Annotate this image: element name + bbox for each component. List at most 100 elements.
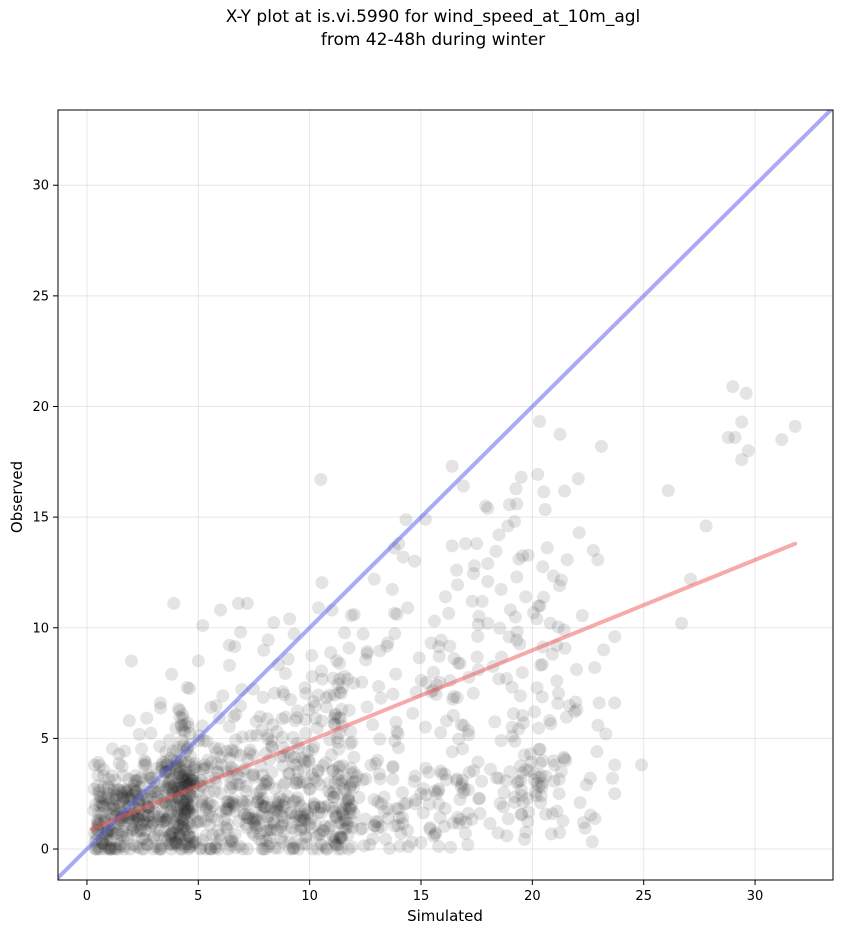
scatter-point — [335, 774, 349, 788]
scatter-point — [475, 594, 489, 608]
scatter-point — [326, 801, 340, 815]
scatter-point — [244, 729, 258, 743]
scatter-point — [222, 638, 236, 652]
scatter-point — [341, 820, 355, 834]
scatter-point — [494, 582, 508, 596]
scatter-point — [239, 817, 253, 831]
scatter-point — [282, 835, 296, 849]
scatter-point — [342, 792, 356, 806]
scatter-point — [319, 756, 333, 770]
scatter-point — [513, 637, 527, 651]
scatter-point — [532, 742, 546, 756]
scatter-point — [346, 815, 360, 829]
scatter-point — [369, 756, 383, 770]
scatter-point — [246, 768, 260, 782]
scatter-point — [466, 686, 480, 700]
scatter-point — [302, 817, 316, 831]
scatter-point — [266, 718, 280, 732]
scatter-point — [233, 839, 247, 853]
scatter-point — [227, 799, 241, 813]
scatter-point — [182, 772, 196, 786]
scatter-point — [257, 777, 271, 791]
scatter-point — [414, 787, 428, 801]
scatter-point — [246, 748, 260, 762]
scatter-point — [92, 807, 106, 821]
scatter-point — [522, 805, 536, 819]
scatter-point — [180, 801, 194, 815]
scatter-point — [171, 773, 185, 787]
scatter-point — [259, 801, 273, 815]
scatter-point — [164, 805, 178, 819]
scatter-point — [113, 783, 127, 797]
scatter-point — [259, 842, 273, 856]
scatter-point — [174, 777, 188, 791]
scatter-point — [389, 802, 403, 816]
scatter-point — [330, 787, 344, 801]
scatter-point — [132, 813, 146, 827]
scatter-point — [185, 830, 199, 844]
scatter-point — [101, 779, 115, 793]
scatter-point — [347, 750, 361, 764]
scatter-point — [437, 819, 451, 833]
scatter-point — [377, 790, 391, 804]
scatter-point — [312, 828, 326, 842]
scatter-point — [122, 772, 136, 786]
scatter-point — [244, 811, 258, 825]
scatter-point — [255, 842, 269, 856]
scatter-point — [552, 686, 566, 700]
scatter-point — [116, 789, 130, 803]
scatter-point — [101, 841, 115, 855]
scatter-point — [94, 807, 108, 821]
scatter-point — [203, 804, 217, 818]
scatter-point — [117, 791, 131, 805]
scatter-point — [275, 712, 289, 726]
scatter-point — [129, 839, 143, 853]
y-axis-label: Observed — [8, 461, 26, 533]
scatter-point — [181, 828, 195, 842]
scatter-point — [286, 731, 300, 745]
scatter-point — [199, 802, 213, 816]
scatter-point — [271, 803, 285, 817]
scatter-point — [253, 710, 267, 724]
scatter-point — [115, 785, 129, 799]
scatter-point — [156, 755, 170, 769]
scatter-point — [302, 753, 316, 767]
x-tick-label: 10 — [301, 889, 318, 904]
scatter-point — [584, 808, 598, 822]
scatter-point — [330, 731, 344, 745]
scatter-point — [290, 711, 304, 725]
scatter-point — [229, 841, 243, 855]
scatter-point — [174, 718, 188, 732]
scatter-point — [558, 484, 572, 498]
scatter-point — [307, 800, 321, 814]
scatter-point — [414, 673, 428, 687]
scatter-point — [534, 796, 548, 810]
scatter-point — [170, 803, 184, 817]
reference-lines — [58, 110, 833, 880]
scatter-point — [305, 649, 319, 663]
scatter-point — [209, 840, 223, 854]
scatter-point — [265, 740, 279, 754]
scatter-point — [153, 696, 167, 710]
scatter-point — [337, 781, 351, 795]
scatter-point — [91, 842, 105, 856]
scatter-point — [153, 842, 167, 856]
scatter-point — [381, 802, 395, 816]
scatter-point — [134, 824, 148, 838]
scatter-point — [152, 842, 166, 856]
scatter-point — [137, 758, 151, 772]
scatter-point — [481, 557, 495, 571]
scatter-point — [139, 758, 153, 772]
scatter-point — [120, 782, 134, 796]
scatter-point — [461, 806, 475, 820]
scatter-point — [137, 814, 151, 828]
scatter-point — [447, 652, 461, 666]
scatter-point — [141, 792, 155, 806]
scatter-point — [634, 758, 648, 772]
scatter-point — [130, 774, 144, 788]
scatter-point — [276, 685, 290, 699]
scatter-point — [536, 560, 550, 574]
scatter-point — [592, 696, 606, 710]
scatter-point — [93, 842, 107, 856]
